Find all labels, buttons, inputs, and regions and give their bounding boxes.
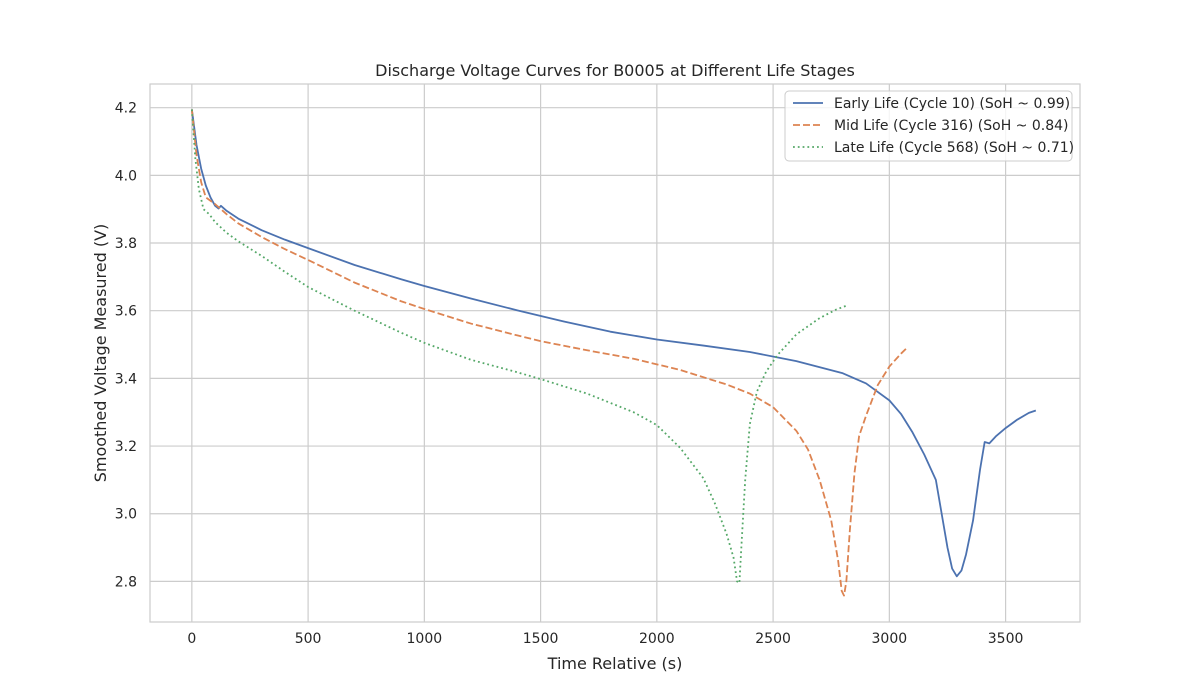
y-tick-label: 4.2 xyxy=(115,101,137,117)
x-tick-label: 2000 xyxy=(639,631,675,647)
tick-labels: 0 500 1000 1500 2000 2500 3000 3500 2.8 3.0 3.2 3.4… xyxy=(115,101,1024,647)
series-line-mid-life xyxy=(190,109,909,597)
y-tick-label: 3.8 xyxy=(115,236,137,252)
x-tick-label: 1000 xyxy=(407,631,443,647)
y-tick-label: 3.6 xyxy=(115,304,137,320)
series-line-late-life xyxy=(190,109,848,584)
y-tick-label: 3.4 xyxy=(115,371,137,387)
legend-label-early-life: Early Life (Cycle 10) (SoH ~ 0.99) xyxy=(834,96,1070,112)
x-tick-label: 0 xyxy=(187,631,196,647)
y-tick-label: 3.2 xyxy=(115,439,137,455)
series-line-early-life xyxy=(190,109,1037,578)
chart-title: Discharge Voltage Curves for B0005 at Di… xyxy=(375,61,855,80)
legend-box xyxy=(784,90,1073,162)
x-tick-label: 1500 xyxy=(523,631,559,647)
x-tick-label: 3000 xyxy=(872,631,908,647)
series-layer xyxy=(190,109,1037,597)
y-tick-label: 4.0 xyxy=(115,168,137,184)
x-tick-label: 2500 xyxy=(755,631,791,647)
y-axis-title: Smoothed Voltage Measured (V) xyxy=(91,224,110,483)
plot-area-frame xyxy=(149,83,1081,623)
legend: Early Life (Cycle 10) (SoH ~ 0.99) Mid L… xyxy=(784,90,1074,162)
grid-layer xyxy=(150,84,1080,622)
y-tick-label: 2.8 xyxy=(115,574,137,590)
x-tick-label: 3500 xyxy=(988,631,1024,647)
legend-label-late-life: Late Life (Cycle 568) (SoH ~ 0.71) xyxy=(834,140,1074,156)
legend-label-mid-life: Mid Life (Cycle 316) (SoH ~ 0.84) xyxy=(834,118,1069,134)
x-tick-label: 500 xyxy=(295,631,322,647)
x-axis-title: Time Relative (s) xyxy=(547,654,683,673)
y-tick-label: 3.0 xyxy=(115,507,137,523)
